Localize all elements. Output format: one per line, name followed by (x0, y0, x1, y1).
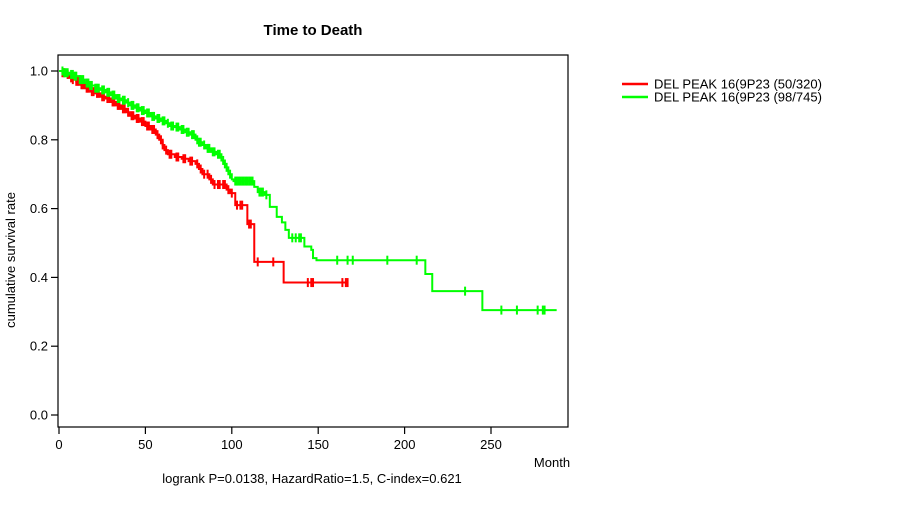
legend-label-green: DEL PEAK 16(9P23 (98/745) (654, 90, 822, 105)
x-axis-label: Month (534, 455, 570, 470)
y-axis-tick-label: 1.0 (30, 64, 48, 79)
legend-label-red: DEL PEAK 16(9P23 (50/320) (654, 77, 822, 92)
x-axis-tick-label: 100 (221, 437, 243, 452)
plot-title: Time to Death (264, 22, 363, 39)
x-axis-tick-label: 200 (394, 437, 416, 452)
survival-curves (59, 66, 557, 315)
y-axis-tick-label: 0.2 (30, 339, 48, 354)
legend: DEL PEAK 16(9P23 (50/320) DEL PEAK 16(9P… (622, 77, 822, 105)
y-axis-tick-label: 0.0 (30, 408, 48, 423)
stats-annotation: logrank P=0.0138, HazardRatio=1.5, C-ind… (162, 471, 462, 486)
y-axis-label: cumulative survival rate (3, 192, 18, 328)
plot-frame (57, 54, 569, 428)
x-axis-tick-label: 150 (307, 437, 329, 452)
x-axis-tick-label: 50 (138, 437, 152, 452)
y-axis-tick-label: 0.4 (30, 270, 48, 285)
x-axis-tick-label: 0 (55, 437, 62, 452)
survival-curve-red (59, 70, 348, 284)
axes: 0 50 100 150 200 250 0.0 0.2 0.4 0.6 0.8 1.0 (30, 64, 502, 453)
x-axis-tick-label: 250 (480, 437, 502, 452)
y-axis-tick-label: 0.6 (30, 201, 48, 216)
y-axis-tick-label: 0.8 (30, 132, 48, 147)
